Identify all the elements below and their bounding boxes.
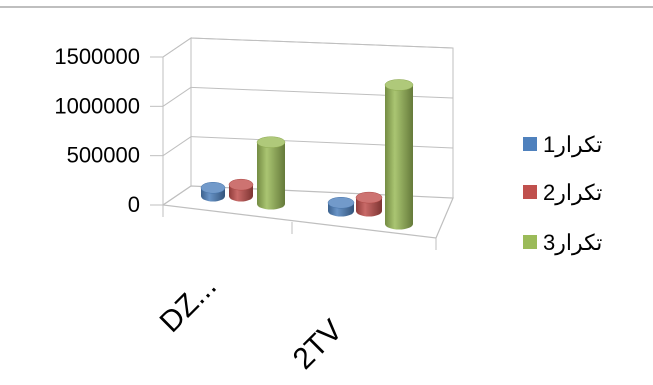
bar-top (256, 136, 286, 148)
gridline (190, 86, 454, 99)
back-wall (190, 37, 454, 198)
gridline (190, 37, 454, 49)
bar-top (355, 191, 383, 204)
legend-label: تكرار2 (543, 180, 602, 206)
bar-body (385, 84, 413, 230)
bar-body (257, 142, 285, 210)
y-tick-label: 1000000 (54, 93, 140, 118)
bar (200, 182, 226, 202)
bar (384, 79, 414, 230)
bar-top (228, 178, 254, 191)
bar (256, 136, 286, 210)
side-gridline (162, 37, 192, 58)
y-tick-label: 500000 (67, 143, 140, 168)
x-category-label: DZ... (154, 270, 223, 339)
side-wall (162, 37, 192, 206)
bar-top (200, 182, 226, 194)
side-gridline (162, 86, 192, 107)
side-gridline (162, 136, 192, 157)
y-tick-label: 1500000 (54, 44, 140, 69)
legend-swatch (523, 185, 537, 199)
legend-swatch (523, 137, 537, 151)
legend-label: تكرار1 (543, 132, 602, 158)
legend-swatch (523, 235, 537, 249)
bar (327, 197, 355, 217)
bar (228, 178, 254, 202)
gridline (190, 136, 454, 149)
y-tick-label: 0 (128, 192, 140, 217)
x-category-label: 2TV (287, 314, 349, 376)
bar-top (384, 79, 414, 91)
bar-top (327, 197, 355, 209)
bar (355, 191, 383, 217)
legend-label: تكرار3 (543, 230, 602, 256)
